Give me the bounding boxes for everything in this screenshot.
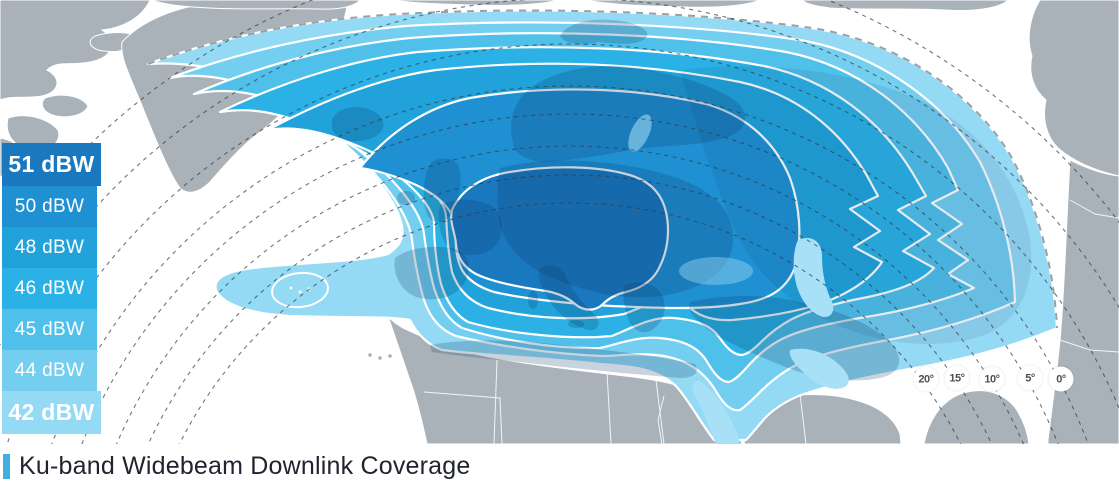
sea-red-sea (692, 380, 740, 444)
land-tint-france (438, 199, 502, 255)
land-tint-turkey-middle-east (688, 296, 900, 381)
land-tint-east-plains (680, 66, 1032, 345)
land-arctic-strip-4 (801, 0, 1009, 11)
coverage-map-svg (0, 0, 1119, 444)
land-tint-sardinia (528, 291, 538, 309)
land-india (923, 390, 1030, 444)
border-yemen (799, 393, 807, 444)
elevation-arc-outer-1 (6, 43, 1119, 444)
legend-item-label: 44 dBW (14, 359, 85, 381)
sea-black-sea (679, 257, 753, 285)
border-mali (423, 391, 503, 444)
legend-item-label: 45 dBW (14, 318, 85, 340)
elevation-marker-0deg: 0° (1048, 366, 1074, 392)
caption-accent-bar (3, 454, 10, 479)
elevation-marker-label: 0° (1056, 373, 1066, 385)
sea-persian-gulf (789, 348, 849, 389)
elevation-marker-label: 20° (918, 373, 934, 385)
land-tint-group (331, 19, 1032, 381)
island-dots-canaries (368, 353, 392, 360)
land-siberia (1028, 0, 1119, 177)
land-tint-italy (538, 265, 599, 331)
elevation-marker-label: 10° (984, 373, 1000, 385)
border-algeria (493, 359, 498, 444)
land-tint-uk (423, 158, 461, 223)
map-title: Ku-band Widebeam Downlink Coverage (19, 452, 471, 480)
land-tint-sicily (568, 320, 584, 328)
legend-item-51dbw: 51 dBW (2, 143, 101, 186)
land-tint-iceland (331, 107, 384, 142)
beam-contour-51 (450, 166, 670, 311)
legend-item-label: 42 dBW (8, 399, 95, 425)
map-canvas: 51 dBW 50 dBW 48 dBW 46 dBW 45 dBW 44 dBW 42 d… (0, 0, 1119, 444)
legend-item-44dbw: 44 dBW (2, 350, 97, 391)
elevation-marker-20deg: 20° (913, 366, 939, 392)
country-borders-group (423, 199, 1119, 444)
border-libya (606, 371, 612, 444)
beam-legend: 51 dBW 50 dBW 48 dBW 46 dBW 45 dBW 44 dBW 42 d… (2, 143, 101, 434)
land-arctic-island-2 (41, 94, 89, 118)
legend-item-label: 46 dBW (14, 277, 85, 299)
foot-inner-contour (271, 271, 329, 309)
land-tint-scandinavia (511, 66, 745, 162)
land-tint-balkans (623, 282, 665, 333)
land-tint-central-europe (497, 160, 733, 298)
elevation-marker-10deg: 10° (979, 366, 1005, 392)
land-north-africa (387, 315, 743, 444)
land-tint-svalbard (560, 19, 648, 45)
elevation-marker-5deg: 5° (1017, 365, 1043, 391)
elevation-marker-label: 5° (1025, 372, 1035, 384)
elevation-marker-label: 15° (949, 372, 965, 384)
legend-item-50dbw: 50 dBW (2, 186, 97, 227)
border-china (1059, 339, 1119, 353)
land-arctic-strip-2 (391, 0, 559, 6)
land-tint-ireland (397, 191, 415, 205)
sea-light-group (628, 114, 849, 444)
beam-edge-dashed (147, 9, 1058, 329)
sea-caspian (793, 237, 834, 318)
legend-item-42dbw: 42 dBW (2, 391, 101, 434)
elevation-arc-20 (178, 202, 962, 444)
legend-item-label: 48 dBW (14, 236, 85, 258)
legend-item-label: 50 dBW (14, 195, 85, 217)
caption-bar: Ku-band Widebeam Downlink Coverage (0, 444, 1119, 489)
sea-baltic (628, 114, 652, 152)
legend-item-48dbw: 48 dBW (2, 227, 97, 268)
border-nile (657, 395, 665, 444)
legend-item-label: 51 dBW (8, 151, 95, 177)
land-arctic-strip-1 (151, 0, 361, 10)
elevation-marker-15deg: 15° (944, 365, 970, 391)
border-mongolia (1069, 199, 1119, 219)
legend-item-46dbw: 46 dBW (2, 268, 97, 309)
land-arctic-strip-3 (584, 0, 761, 8)
elevation-arc-0 (51, 85, 1089, 444)
elevation-arcs-group (0, 0, 1119, 444)
land-north-america (0, 0, 151, 101)
land-tint-maghreb-coast (430, 340, 697, 378)
island-dots-azores (289, 286, 311, 294)
legend-item-45dbw: 45 dBW (2, 309, 97, 350)
land-tint-iberia (394, 246, 469, 300)
